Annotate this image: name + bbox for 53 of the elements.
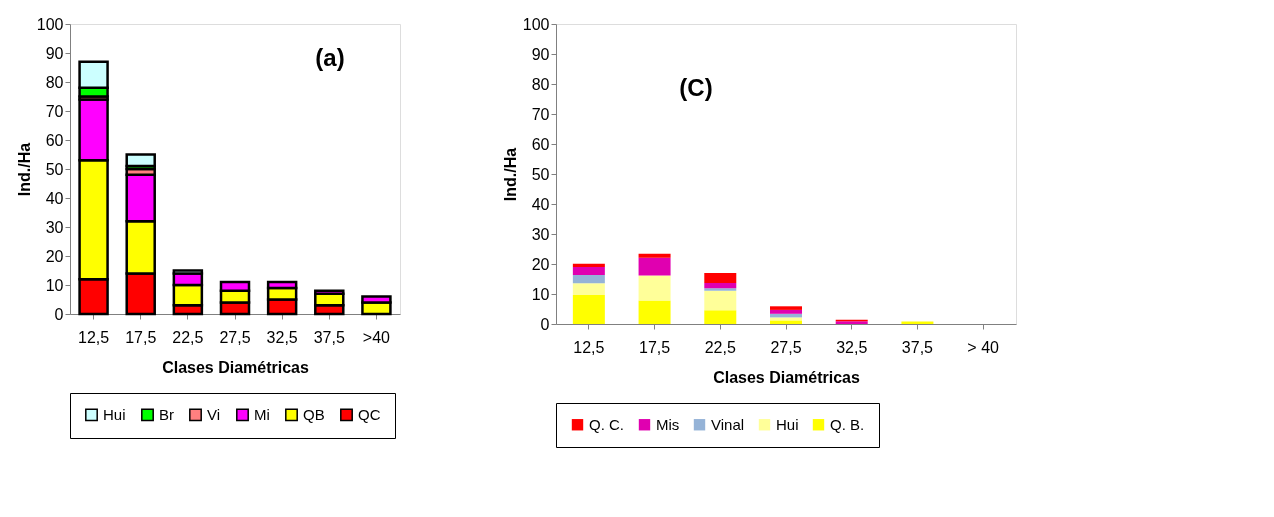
y-tick-label: 50: [45, 160, 64, 178]
legend-label: Mi: [254, 405, 270, 423]
y-tick-label: 10: [531, 285, 550, 303]
y-tick-label: 20: [531, 255, 550, 273]
y-axis-title: Ind./Ha: [501, 147, 519, 202]
x-tick-label: 27,5: [219, 328, 251, 346]
x-tick-label: 32,5: [836, 338, 868, 356]
y-tick-label: 30: [531, 225, 550, 243]
x-axis-title: Clases Diamétricas: [162, 358, 309, 376]
x-tick-label: 27,5: [770, 338, 802, 356]
y-tick-label: 100: [36, 15, 64, 33]
y-tick-label: 90: [45, 44, 64, 62]
legend-label: QB: [303, 405, 325, 423]
legend-label: Q. C.: [589, 415, 625, 433]
y-tick-label: 0: [540, 315, 550, 333]
x-tick-label: 37,5: [901, 338, 934, 356]
y-tick-label: 60: [45, 131, 64, 149]
legend-label: Br: [159, 405, 174, 423]
y-tick-label: 70: [45, 102, 64, 120]
y-tick-label: 80: [45, 73, 64, 91]
legend-label: Hui: [776, 415, 799, 433]
x-tick-label: 22,5: [704, 338, 736, 356]
y-tick-label: 40: [531, 195, 550, 213]
x-tick-label: 22,5: [172, 328, 204, 346]
legend-label: QC: [358, 405, 381, 423]
y-tick-label: 60: [531, 135, 550, 153]
y-tick-label: 50: [531, 165, 550, 183]
x-axis-title: Clases Diamétricas: [713, 368, 860, 386]
y-tick-label: 40: [45, 189, 64, 207]
legend-label: Hui: [103, 405, 126, 423]
legend-label: Vi: [207, 405, 221, 423]
x-tick-label: >40: [362, 328, 391, 346]
x-tick-label: > 40: [967, 338, 1000, 356]
y-tick-label: 0: [54, 305, 64, 323]
x-tick-label: 12,5: [573, 338, 605, 356]
y-tick-label: 10: [45, 276, 64, 294]
x-tick-label: 17,5: [639, 338, 671, 356]
legend-label: Q. B.: [830, 415, 865, 433]
x-tick-label: 37,5: [313, 328, 345, 346]
y-tick-label: 20: [45, 247, 64, 265]
y-tick-label: 80: [531, 75, 550, 93]
x-tick-label: 12,5: [78, 328, 110, 346]
annotation: (a): [315, 44, 345, 71]
x-tick-label: 32,5: [266, 328, 298, 346]
y-axis-title: Ind./Ha: [15, 142, 33, 197]
y-tick-label: 90: [531, 45, 550, 63]
y-tick-label: 30: [45, 218, 64, 236]
y-tick-label: 70: [531, 105, 550, 123]
y-tick-label: 100: [522, 15, 550, 33]
legend-label: Mis: [656, 415, 680, 433]
annotation: (C): [679, 74, 713, 101]
legend-label: Vinal: [711, 415, 745, 433]
x-tick-label: 17,5: [125, 328, 157, 346]
